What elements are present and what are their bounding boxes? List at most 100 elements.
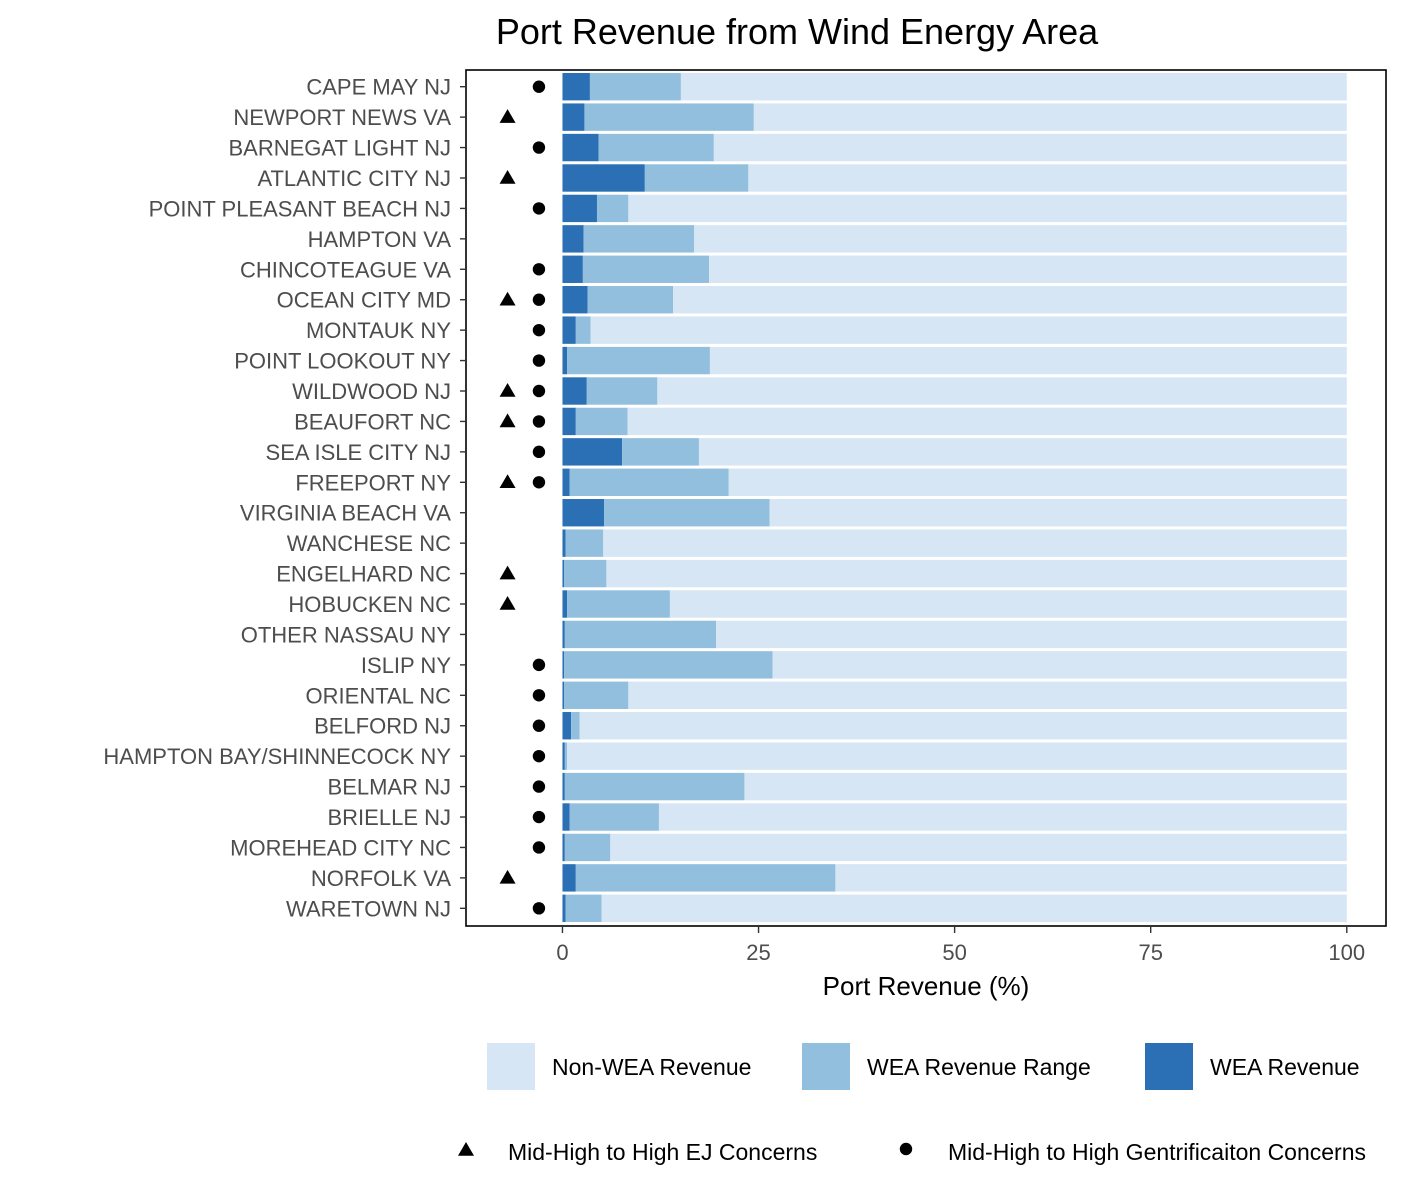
gentrification-concern-marker-20 bbox=[532, 689, 546, 702]
bar-non-wea-revenue-19 bbox=[772, 651, 1347, 679]
bar-wea-revenue-range-14 bbox=[604, 499, 770, 527]
bar-wea-revenue-range-18 bbox=[564, 620, 717, 649]
gentrification-concern-marker-0 bbox=[532, 80, 546, 93]
bar-wea-revenue-25 bbox=[562, 833, 565, 862]
y-tick-label-9: POINT LOOKOUT NY bbox=[234, 349, 451, 374]
bar-wea-revenue-14 bbox=[562, 499, 605, 527]
bar-wea-revenue-15 bbox=[562, 529, 566, 557]
bar-wea-revenue-11 bbox=[562, 407, 576, 436]
bar-wea-revenue-2 bbox=[562, 133, 599, 162]
y-tick-label-12: SEA ISLE CITY NJ bbox=[266, 440, 451, 465]
bar-wea-revenue-1 bbox=[562, 103, 585, 131]
bar-wea-revenue-18 bbox=[562, 620, 565, 649]
bar-wea-revenue-range-26 bbox=[575, 864, 836, 892]
bar-wea-revenue-range-25 bbox=[564, 833, 611, 862]
bar-non-wea-revenue-0 bbox=[680, 73, 1347, 101]
bar-wea-revenue-26 bbox=[562, 864, 576, 892]
y-tick-label-23: BELMAR NJ bbox=[328, 775, 451, 800]
y-tick-label-11: BEAUFORT NC bbox=[294, 409, 451, 434]
y-tick-label-0: CAPE MAY NJ bbox=[306, 75, 451, 100]
bar-wea-revenue-range-4 bbox=[596, 194, 629, 223]
y-tick-label-21: BELFORD NJ bbox=[314, 714, 451, 739]
gentrification-concern-marker-4 bbox=[532, 202, 546, 215]
y-tick-label-27: WARETOWN NJ bbox=[286, 896, 451, 921]
bar-wea-revenue-range-19 bbox=[564, 651, 773, 679]
bar-wea-revenue-range-7 bbox=[587, 286, 674, 314]
bar-non-wea-revenue-14 bbox=[769, 499, 1347, 527]
x-tick-label-1: 25 bbox=[746, 940, 770, 965]
bar-non-wea-revenue-7 bbox=[673, 286, 1347, 314]
bar-wea-revenue-range-0 bbox=[589, 73, 681, 101]
gentrification-concern-marker-19 bbox=[532, 658, 546, 672]
chart-title: Port Revenue from Wind Energy Area bbox=[496, 11, 1099, 52]
bar-wea-revenue-7 bbox=[562, 286, 588, 314]
bar-wea-revenue-range-22 bbox=[564, 742, 568, 770]
gentrification-concern-marker-13 bbox=[532, 476, 546, 489]
y-tick-label-5: HAMPTON VA bbox=[308, 227, 452, 252]
bar-non-wea-revenue-27 bbox=[601, 894, 1347, 923]
bar-wea-revenue-4 bbox=[562, 194, 597, 223]
bar-wea-revenue-17 bbox=[562, 590, 568, 618]
bar-wea-revenue-3 bbox=[562, 164, 645, 192]
y-tick-label-7: OCEAN CITY MD bbox=[277, 288, 451, 313]
bar-non-wea-revenue-6 bbox=[709, 255, 1347, 283]
y-axis: CAPE MAY NJ NEWPORT NEWS VA BARNEGAT LIGHT… bbox=[103, 75, 466, 921]
bar-wea-revenue-range-11 bbox=[575, 407, 628, 436]
ej-concern-marker-13 bbox=[499, 474, 516, 489]
gentrification-concern-marker-21 bbox=[532, 719, 546, 732]
bar-non-wea-revenue-5 bbox=[694, 225, 1347, 253]
y-tick-label-24: BRIELLE NJ bbox=[328, 805, 452, 830]
bar-wea-revenue-5 bbox=[562, 225, 584, 253]
bar-wea-revenue-range-16 bbox=[564, 559, 607, 588]
plot-area bbox=[562, 73, 1347, 923]
bar-non-wea-revenue-24 bbox=[658, 803, 1347, 831]
bar-non-wea-revenue-12 bbox=[698, 438, 1347, 466]
gentrification-concern-marker-25 bbox=[532, 841, 546, 854]
x-tick-label-3: 75 bbox=[1138, 940, 1162, 965]
bar-wea-revenue-range-17 bbox=[567, 590, 670, 618]
bar-non-wea-revenue-10 bbox=[657, 377, 1347, 405]
gentrification-concern-marker-7 bbox=[532, 293, 546, 306]
ej-concern-marker-7 bbox=[499, 291, 516, 306]
bar-wea-revenue-23 bbox=[562, 772, 565, 801]
bar-wea-revenue-22 bbox=[562, 742, 565, 770]
bar-non-wea-revenue-1 bbox=[753, 103, 1347, 131]
y-tick-label-17: HOBUCKEN NC bbox=[288, 592, 451, 617]
bar-non-wea-revenue-8 bbox=[590, 316, 1347, 344]
bar-non-wea-revenue-18 bbox=[716, 620, 1347, 649]
y-tick-label-16: ENGELHARD NC bbox=[276, 562, 451, 587]
bar-wea-revenue-range-1 bbox=[584, 103, 754, 131]
ej-concern-marker-10 bbox=[499, 383, 516, 397]
x-axis: 0 25 50 75 100 bbox=[556, 926, 1365, 965]
ej-concern-marker-17 bbox=[499, 596, 516, 610]
bar-wea-revenue-range-27 bbox=[565, 894, 602, 923]
bar-wea-revenue-range-21 bbox=[571, 712, 580, 740]
legend-marker-label-1: Mid-High to High Gentrificaiton Concerns bbox=[948, 1139, 1366, 1165]
bar-wea-revenue-10 bbox=[562, 377, 587, 405]
y-tick-label-14: VIRGINIA BEACH VA bbox=[240, 501, 451, 526]
gentrification-concern-marker-6 bbox=[532, 263, 546, 276]
bar-wea-revenue-range-6 bbox=[582, 255, 710, 283]
bar-non-wea-revenue-22 bbox=[567, 742, 1347, 770]
bar-wea-revenue-0 bbox=[562, 73, 590, 101]
y-tick-label-10: WILDWOOD NJ bbox=[292, 379, 451, 404]
legend-marker-triangle-icon bbox=[458, 1142, 474, 1156]
legend-key-2 bbox=[1145, 1043, 1193, 1090]
gentrification-concern-marker-22 bbox=[532, 749, 546, 763]
bar-non-wea-revenue-11 bbox=[627, 407, 1347, 436]
bar-non-wea-revenue-21 bbox=[579, 712, 1347, 740]
concern-markers bbox=[499, 80, 546, 915]
x-tick-label-2: 50 bbox=[942, 940, 966, 965]
y-tick-label-13: FREEPORT NY bbox=[295, 470, 451, 495]
ej-concern-marker-1 bbox=[499, 109, 516, 123]
y-tick-label-26: NORFOLK VA bbox=[311, 866, 452, 891]
bar-wea-revenue-8 bbox=[562, 316, 576, 344]
gentrification-concern-marker-12 bbox=[532, 445, 546, 459]
y-tick-label-4: POINT PLEASANT BEACH NJ bbox=[149, 196, 451, 221]
gentrification-concern-marker-27 bbox=[532, 902, 546, 915]
y-tick-label-19: ISLIP NY bbox=[361, 653, 451, 678]
bar-wea-revenue-range-2 bbox=[598, 133, 714, 162]
ej-concern-marker-11 bbox=[499, 413, 516, 428]
legend-label-1: WEA Revenue Range bbox=[867, 1054, 1091, 1080]
bar-non-wea-revenue-17 bbox=[669, 590, 1347, 618]
